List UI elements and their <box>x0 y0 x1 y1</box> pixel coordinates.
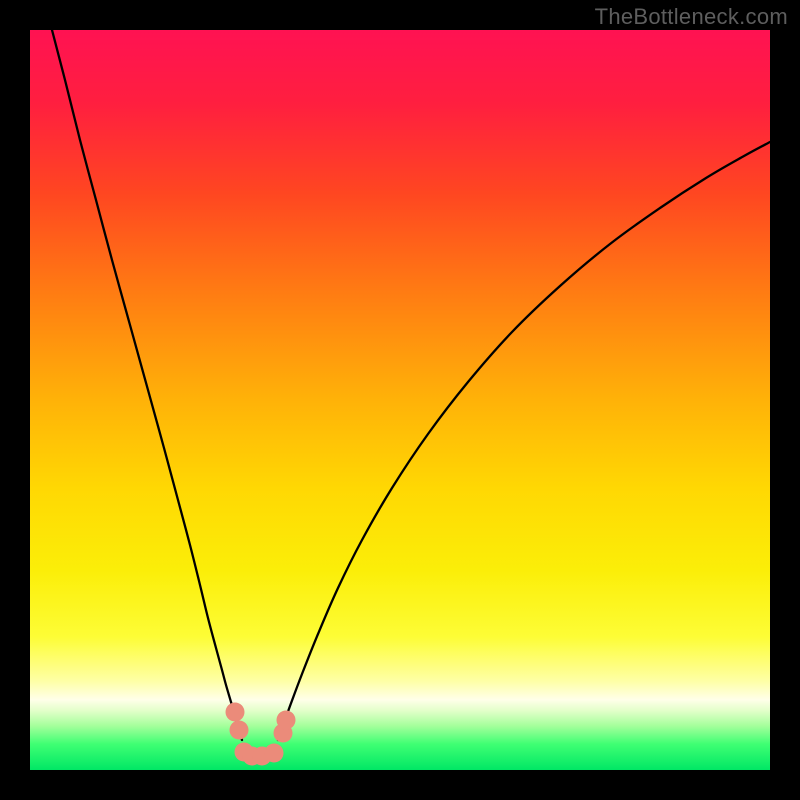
chart-frame <box>30 30 770 770</box>
data-marker <box>265 744 284 763</box>
data-marker <box>226 703 245 722</box>
data-marker <box>230 721 249 740</box>
data-marker <box>277 711 296 730</box>
watermark-text: TheBottleneck.com <box>595 4 788 30</box>
markers-layer <box>30 30 770 770</box>
